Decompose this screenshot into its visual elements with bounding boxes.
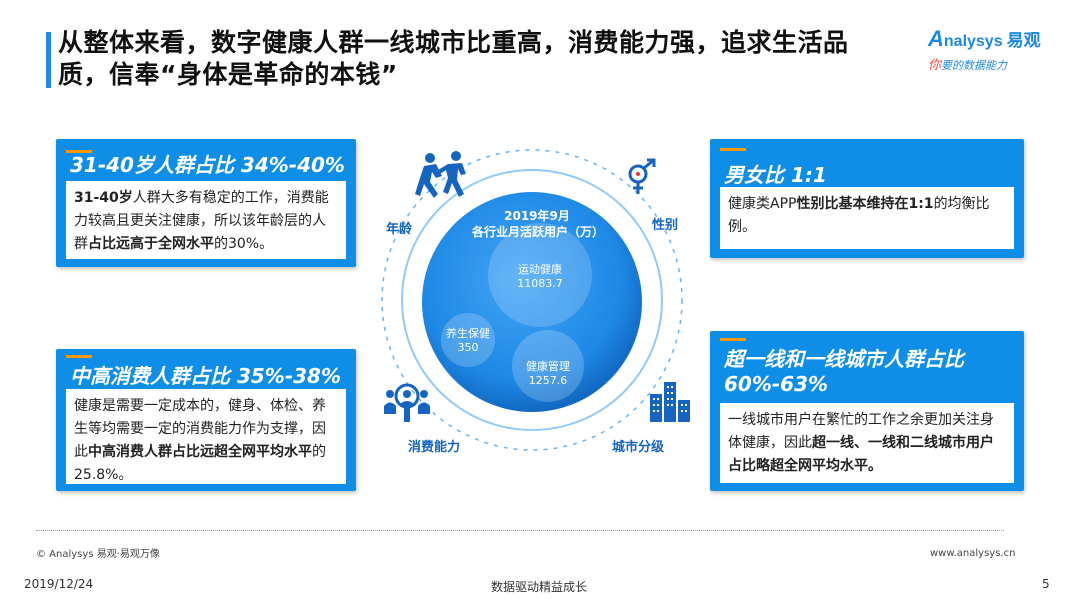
city-card-head-value: 60%-63% xyxy=(724,372,829,396)
brand-logo: Analysys 易观 你要的数据能力 xyxy=(928,26,1058,76)
gender-card: 男女比 1:1 健康类APP性别比基本维持在1:1的均衡比例。 xyxy=(710,139,1024,258)
bubble-wellness-value: 350 xyxy=(457,341,479,354)
age-card-accent xyxy=(66,150,92,153)
gender-card-body: 健康类APP性别比基本维持在1:1的均衡比例。 xyxy=(720,187,1014,239)
age-card-body-bold1: 31-40岁 xyxy=(74,190,133,206)
center-title: 2019年9月 各行业月活跃用户（万） xyxy=(472,208,605,240)
consume-card-body-text1: 健康是需要一定成本的，健身、体检、养生等均需要一定的消费能力作为支撑，因此 xyxy=(74,398,326,460)
label-consume: 消费能力 xyxy=(408,440,461,455)
brand-slogan-accent: 你 xyxy=(928,58,942,73)
brand-slogan: 你要的数据能力 xyxy=(928,54,1058,73)
bubble-health-management-label: 健康管理 1257.6 xyxy=(508,360,588,388)
center-title-line2: 各行业月活跃用户（万） xyxy=(472,225,605,239)
outer-ring xyxy=(401,169,663,431)
bubble-health-management xyxy=(512,330,584,402)
age-card-head: 31-40岁人群占比 34%-40% xyxy=(70,153,345,177)
city-card-body-text1: 一线城市用户在繁忙的工作之余更加关注身体健康，因此 xyxy=(728,412,994,451)
label-age: 年龄 xyxy=(386,222,413,237)
bubble-wellness xyxy=(441,313,495,367)
consume-card-head: 中高消费人群占比 35%-38% xyxy=(70,364,342,388)
age-card-body-text2: 的30%。 xyxy=(214,236,274,252)
brand-name: Analysys 易观 xyxy=(928,26,1058,52)
gender-card-body-panel: 健康类APP性别比基本维持在1:1的均衡比例。 xyxy=(720,187,1014,249)
footer-date: 2019/12/24 xyxy=(24,577,94,591)
bubble-wellness-label: 养生保健 350 xyxy=(438,327,498,355)
page-number: 5 xyxy=(1042,577,1050,591)
consume-card: 中高消费人群占比 35%-38% 健康是需要一定成本的，健身、体检、养生等均需要… xyxy=(56,349,356,491)
page-title: 从整体来看，数字健康人群一线城市比重高，消费能力强，追求生活品 质，信奉“身体是… xyxy=(58,27,908,91)
footer-copyright: © Analysys 易观·易观万像 xyxy=(36,549,160,560)
age-card-body: 31-40岁人群大多有稳定的工作，消费能力较高且更关注健康，所以该年龄层的人群占… xyxy=(66,181,346,256)
gender-card-head: 男女比 1:1 xyxy=(724,163,827,187)
city-card-body-panel: 一线城市用户在繁忙的工作之余更加关注身体健康，因此超一线、一线和二线城市用户占比… xyxy=(720,403,1014,483)
age-card-body-text1: 人群大多有稳定的工作，消费能力较高且更关注健康，所以该年龄层的人群 xyxy=(74,190,329,252)
label-gender: 性别 xyxy=(652,218,679,233)
page-title-line2: 质，信奉“身体是革命的本钱” xyxy=(58,60,398,89)
center-title-line1: 2019年9月 xyxy=(504,209,570,223)
bubble-sports-health-value: 11083.7 xyxy=(517,277,563,290)
city-card-accent xyxy=(720,338,746,341)
bubble-diagram: 2019年9月 各行业月活跃用户（万） 运动健康 11083.7 养生保健 35… xyxy=(360,130,710,470)
city-card-body-bold1: 超一线、一线和二线城市用户占比略超全网平均水平。 xyxy=(728,435,994,474)
consume-card-body-bold1: 中高消费人群占比远超全网平均水平 xyxy=(88,444,312,460)
footer-divider xyxy=(36,530,1004,531)
city-buildings-icon xyxy=(650,382,690,422)
footer-url[interactable]: www.analysys.cn xyxy=(930,548,1016,559)
brand-name-en: nalysys xyxy=(943,33,1003,50)
brand-slogan-text: 要的数据能力 xyxy=(941,59,1008,72)
bubble-health-management-value: 1257.6 xyxy=(528,374,568,387)
people-running-icon xyxy=(415,151,466,198)
brand-name-cn: 易观 xyxy=(1006,31,1041,50)
bubble-wellness-name: 养生保健 xyxy=(446,327,490,340)
gender-card-accent xyxy=(720,148,746,151)
bubble-diagram-svg xyxy=(381,149,683,451)
gender-card-body-text1: 健康类APP xyxy=(728,196,797,212)
city-card-body: 一线城市用户在繁忙的工作之余更加关注身体健康，因此超一线、一线和二线城市用户占比… xyxy=(720,403,1014,478)
consume-card-body-panel: 健康是需要一定成本的，健身、体检、养生等均需要一定的消费能力作为支撑，因此中高消… xyxy=(66,389,346,484)
consume-card-body-text2: 的25.8%。 xyxy=(74,444,326,483)
age-card: 31-40岁人群占比 34%-40% 31-40岁人群大多有稳定的工作，消费能力… xyxy=(56,139,356,267)
city-card: 超一线和一线城市人群占比 60%-63% 一线城市用户在繁忙的工作之余更加关注身… xyxy=(710,331,1024,491)
gender-card-body-bold1: 性别比基本维持在1:1 xyxy=(796,196,934,212)
footer-center-text: 数据驱动精益成长 xyxy=(491,580,588,594)
label-city: 城市分级 xyxy=(612,440,665,455)
page-title-line1: 从整体来看，数字健康人群一线城市比重高，消费能力强，追求生活品 xyxy=(58,28,849,57)
bubble-sports-health-name: 运动健康 xyxy=(518,263,562,276)
outer-dashed-ring xyxy=(381,149,683,451)
bubble-sports-health-label: 运动健康 11083.7 xyxy=(495,263,585,291)
title-accent-bar xyxy=(46,32,51,88)
main-bubble xyxy=(422,192,642,412)
consume-card-body: 健康是需要一定成本的，健身、体检、养生等均需要一定的消费能力作为支撑，因此中高消… xyxy=(66,389,346,487)
consume-card-accent xyxy=(66,355,92,358)
bubble-health-management-name: 健康管理 xyxy=(526,360,570,373)
city-card-head: 超一线和一线城市人群占比 xyxy=(724,347,964,371)
gender-icon xyxy=(628,158,656,194)
consumer-search-icon xyxy=(384,383,430,422)
age-card-body-bold2: 占比远高于全网水平 xyxy=(88,236,214,252)
brand-name-prefix: A xyxy=(928,26,944,51)
gender-card-body-text2: 的均衡比例。 xyxy=(728,196,990,235)
age-card-body-panel: 31-40岁人群大多有稳定的工作，消费能力较高且更关注健康，所以该年龄层的人群占… xyxy=(66,181,346,259)
bubble-sports-health xyxy=(488,223,592,327)
